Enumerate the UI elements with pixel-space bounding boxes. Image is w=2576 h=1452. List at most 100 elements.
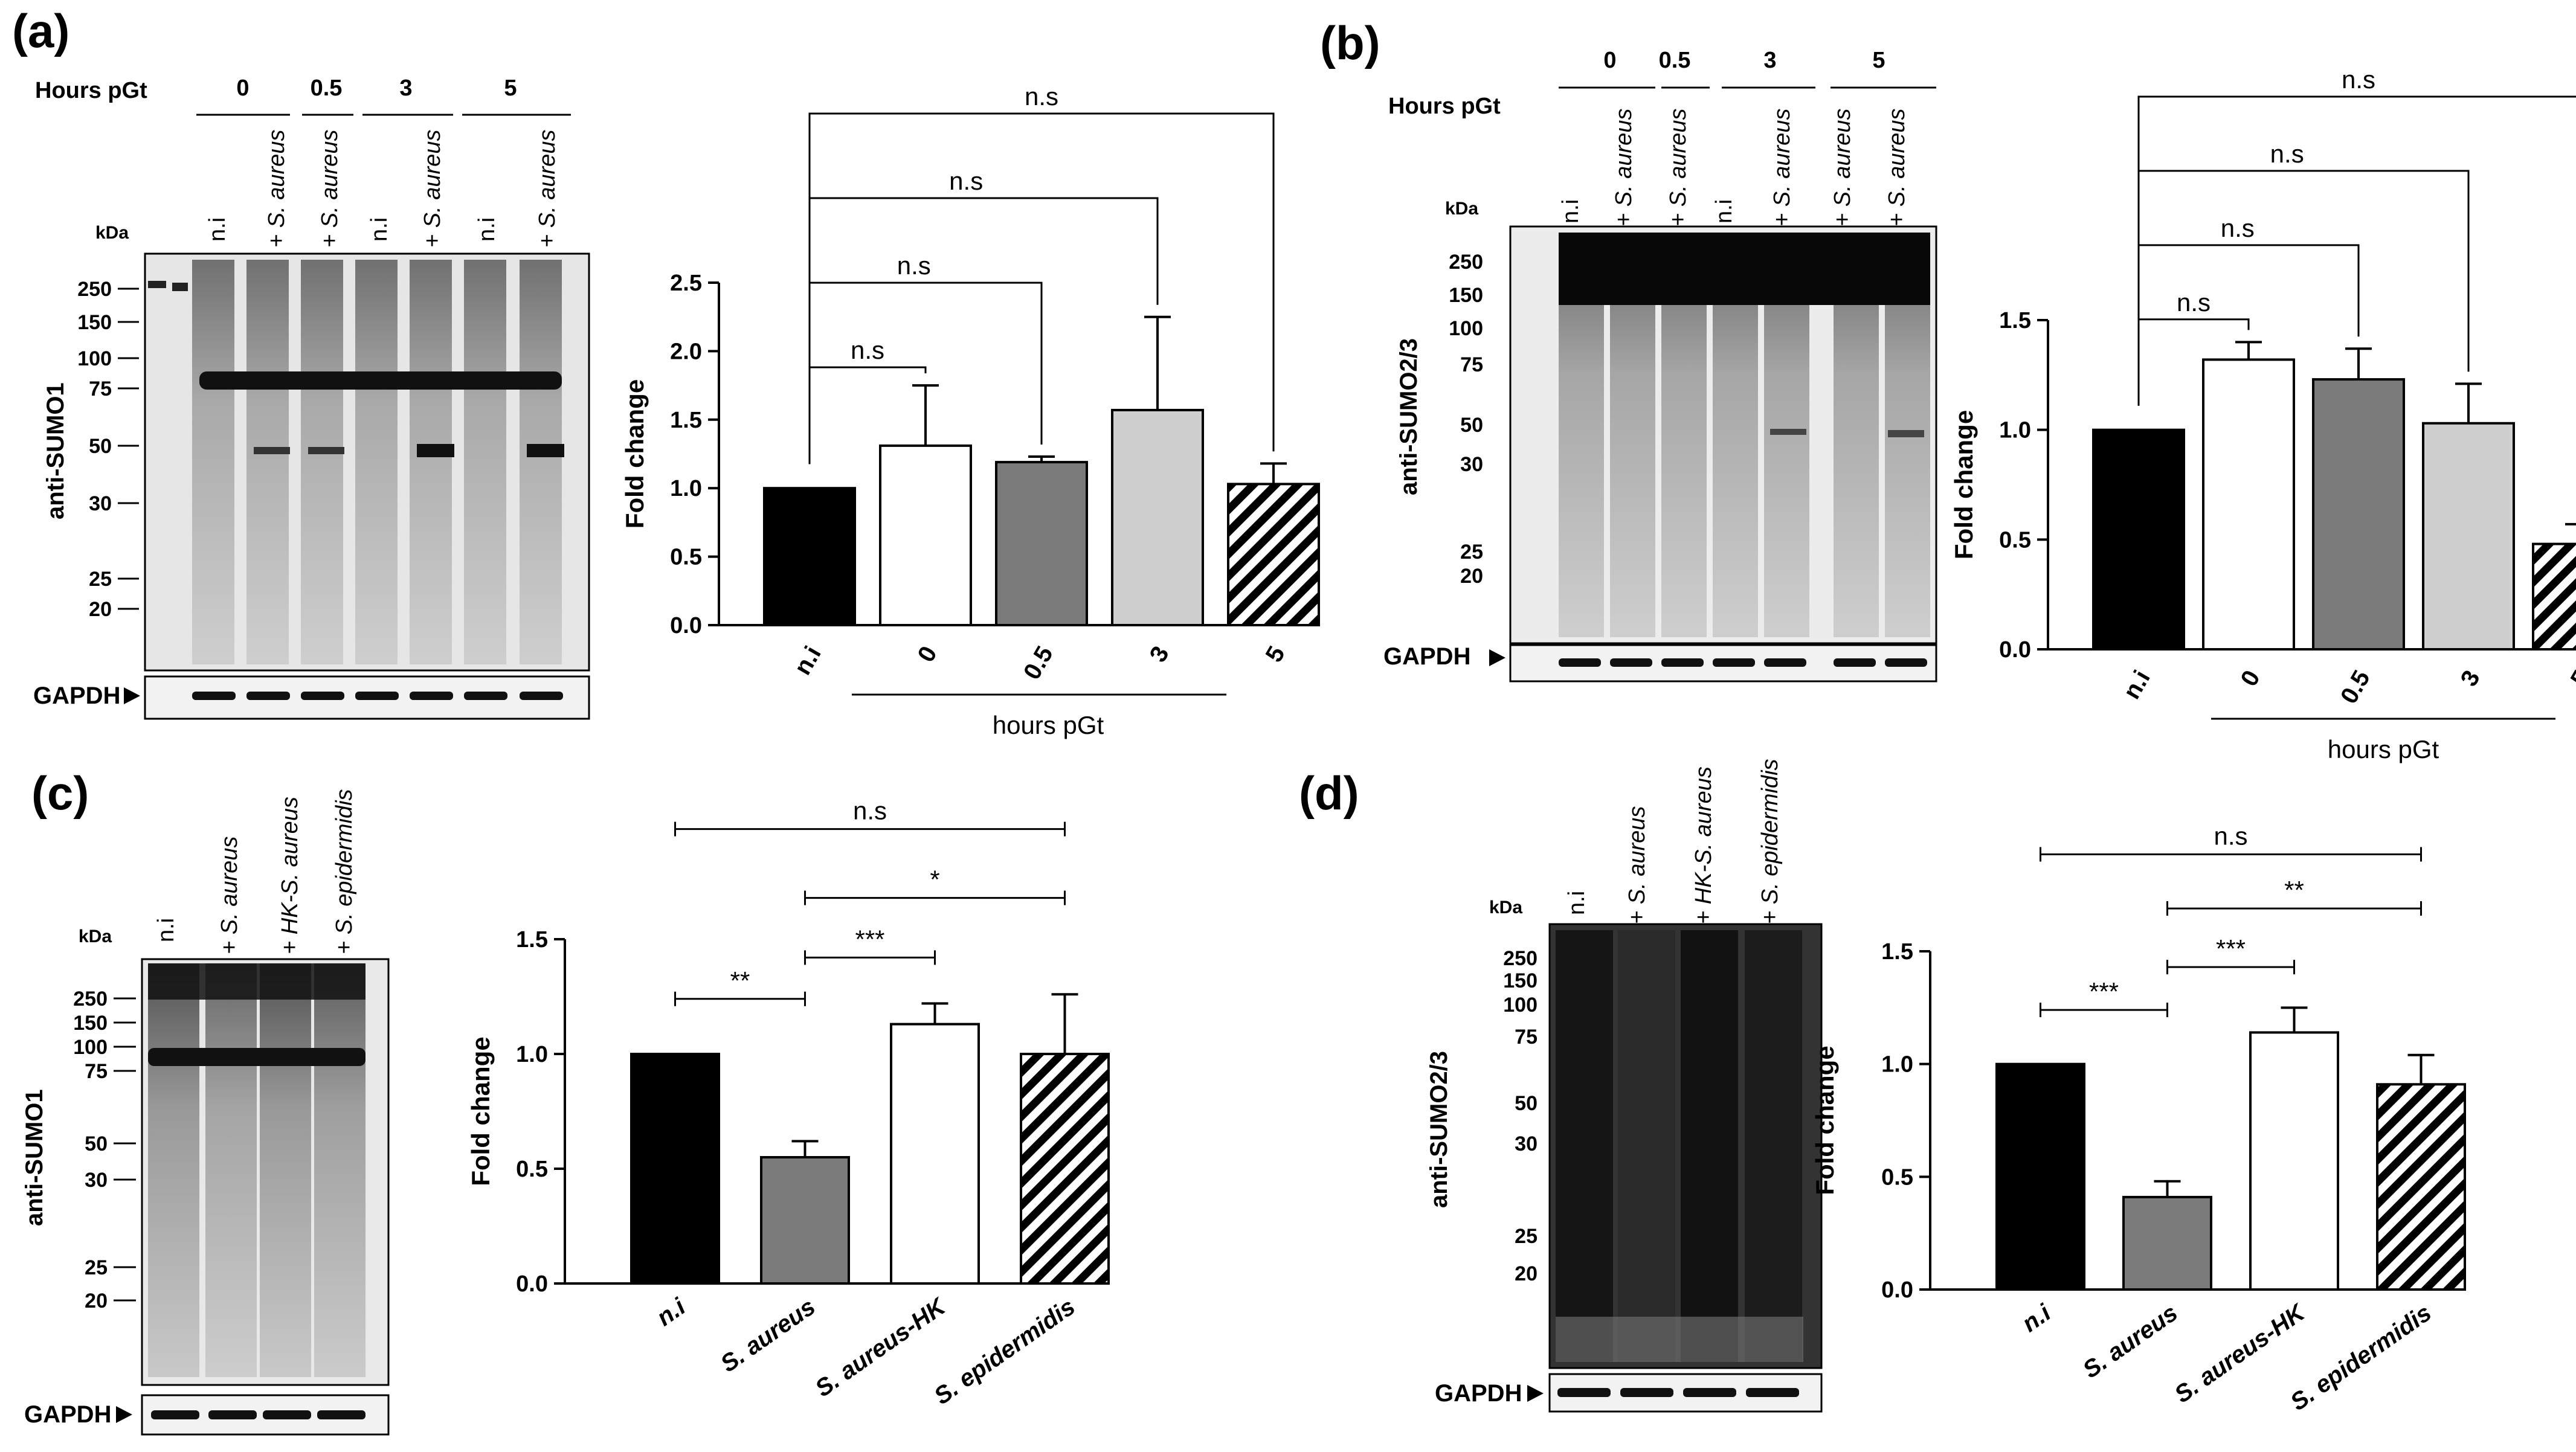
panel-d-lane-4: + S. epidermidis xyxy=(1757,759,1783,924)
panel-a-lane-6: n.i xyxy=(474,217,500,242)
bar xyxy=(2376,1083,2466,1291)
panel-a-lane-5: + S. aureus xyxy=(420,130,445,248)
y-tick-label: 1.0 xyxy=(1999,418,2031,443)
y-axis-label: Fold change xyxy=(1811,1046,1839,1195)
y-tick-label: 1.5 xyxy=(1999,308,2031,333)
svg-text:30: 30 xyxy=(89,492,112,515)
panel-b-kda-label: kDa xyxy=(1445,199,1478,219)
x-tick-label: 0.5 xyxy=(1019,642,1058,684)
svg-text:25: 25 xyxy=(1460,541,1483,564)
bar xyxy=(2092,428,2185,651)
significance-label: n.s xyxy=(853,797,887,825)
significance-label: ** xyxy=(2284,876,2304,904)
y-axis-label: Fold change xyxy=(620,379,649,528)
panel-b-lane-4: n.i xyxy=(1711,199,1737,223)
y-tick-label: 0.0 xyxy=(516,1271,548,1297)
bar xyxy=(879,444,972,627)
y-tick-label: 1.5 xyxy=(670,408,702,433)
panel-d-kda-label: kDa xyxy=(1489,898,1522,917)
panel-c-label: (c) xyxy=(31,766,89,820)
svg-text:250: 250 xyxy=(1449,251,1483,274)
x-tick-label: S. aureus xyxy=(716,1293,820,1377)
bar xyxy=(2532,542,2576,651)
arrow-icon xyxy=(116,1406,132,1423)
arrow-icon xyxy=(124,687,140,704)
y-tick-label: 0.5 xyxy=(516,1157,548,1182)
panel-b-lane-5: + S. aureus xyxy=(1769,109,1795,226)
panel-c-lane-4: + S. epidermidis xyxy=(332,789,357,954)
bar xyxy=(1227,483,1320,626)
y-tick-label: 0.5 xyxy=(1881,1164,1913,1190)
svg-text:25: 25 xyxy=(1515,1225,1538,1248)
svg-text:50: 50 xyxy=(1515,1092,1538,1115)
y-tick-label: 2.5 xyxy=(670,271,702,296)
svg-text:100: 100 xyxy=(1449,317,1483,340)
significance-label: n.s xyxy=(897,251,931,280)
x-tick-label: 3 xyxy=(1145,642,1174,667)
panel-a-lane-1: n.i xyxy=(205,217,230,242)
y-tick-label: 1.0 xyxy=(516,1042,548,1067)
significance-label: *** xyxy=(2216,934,2246,963)
x-axis-label: hours pGt xyxy=(993,711,1104,739)
svg-text:25: 25 xyxy=(89,568,112,591)
svg-text:50: 50 xyxy=(1460,414,1483,437)
panel-b-lane-6: + S. aureus xyxy=(1830,109,1855,226)
panel-b-hour-0: 0 xyxy=(1603,48,1616,73)
panel-a-hour-0.5: 0.5 xyxy=(311,75,343,101)
svg-text:100: 100 xyxy=(1503,994,1538,1017)
svg-text:250: 250 xyxy=(73,988,108,1010)
svg-text:100: 100 xyxy=(73,1036,108,1059)
x-tick-label: S. aureus-HK xyxy=(811,1293,952,1402)
bar xyxy=(763,487,856,627)
panel-a-label: (a) xyxy=(12,4,69,57)
x-tick-label: n.i xyxy=(652,1293,691,1331)
chart-b: 0.0 0.5 1.0 1.5 Fold change n.i 0 0.5 3 5 hours pG… xyxy=(1950,65,2576,763)
panel-a-gapdh-label: GAPDH xyxy=(33,683,120,709)
y-tick-label: 2.0 xyxy=(670,339,702,364)
panel-d-blot: (d) n.i + S. aureus + HK-S. aureus + S. … xyxy=(1299,759,1823,1413)
significance-label: n.s xyxy=(2214,821,2247,850)
panel-a-hour-5: 5 xyxy=(504,75,517,101)
significance-label: n.s xyxy=(949,167,983,195)
svg-text:75: 75 xyxy=(89,377,112,400)
panel-a-hour-0: 0 xyxy=(236,75,249,101)
panel-a-lane-2: + S. aureus xyxy=(264,130,289,248)
x-tick-label: 0.5 xyxy=(2336,666,2375,708)
panel-a-blot: (a) Hours pGt 0 0.5 3 5 n.i + S. aureus … xyxy=(12,4,590,720)
y-tick-label: 0.0 xyxy=(1881,1277,1913,1303)
svg-text:20: 20 xyxy=(1460,565,1483,588)
panel-d-lane-2: + S. aureus xyxy=(1624,806,1650,924)
svg-text:75: 75 xyxy=(85,1060,108,1083)
svg-text:30: 30 xyxy=(1460,453,1483,476)
panel-b-lane-2: + S. aureus xyxy=(1611,109,1637,226)
x-tick-label: S. aureus xyxy=(2078,1299,2183,1383)
panel-a-antibody-label: anti-SUMO1 xyxy=(42,382,69,519)
bar xyxy=(760,1156,850,1285)
x-tick-label: n.i xyxy=(2017,1299,2056,1337)
panel-b-lane-1: n.i xyxy=(1558,199,1583,223)
panel-a-lane-4: n.i xyxy=(367,217,392,242)
x-tick-label: S. epidermidis xyxy=(2285,1299,2436,1416)
panel-c-lane-1: n.i xyxy=(153,918,179,942)
y-tick-label: 0.0 xyxy=(1999,637,2031,663)
svg-text:150: 150 xyxy=(73,1012,108,1035)
x-tick-label: 3 xyxy=(2456,666,2485,691)
panel-b-hour-3: 3 xyxy=(1763,48,1776,73)
svg-text:250: 250 xyxy=(1503,947,1538,970)
svg-text:250: 250 xyxy=(77,278,112,301)
panel-b-lanes xyxy=(1559,233,1930,637)
bar xyxy=(1995,1062,2085,1291)
y-tick-label: 0.0 xyxy=(670,613,702,638)
y-tick-label: 1.5 xyxy=(516,927,548,952)
svg-text:20: 20 xyxy=(89,598,112,621)
y-tick-label: 1.0 xyxy=(670,476,702,501)
x-axis-label: hours pGt xyxy=(2328,735,2439,763)
svg-text:25: 25 xyxy=(85,1256,108,1279)
panel-b-lane-7: + S. aureus xyxy=(1884,109,1910,226)
arrow-icon xyxy=(1489,649,1505,666)
significance-label: *** xyxy=(855,925,884,953)
significance-label: n.s xyxy=(2342,65,2375,94)
bar xyxy=(995,461,1088,626)
